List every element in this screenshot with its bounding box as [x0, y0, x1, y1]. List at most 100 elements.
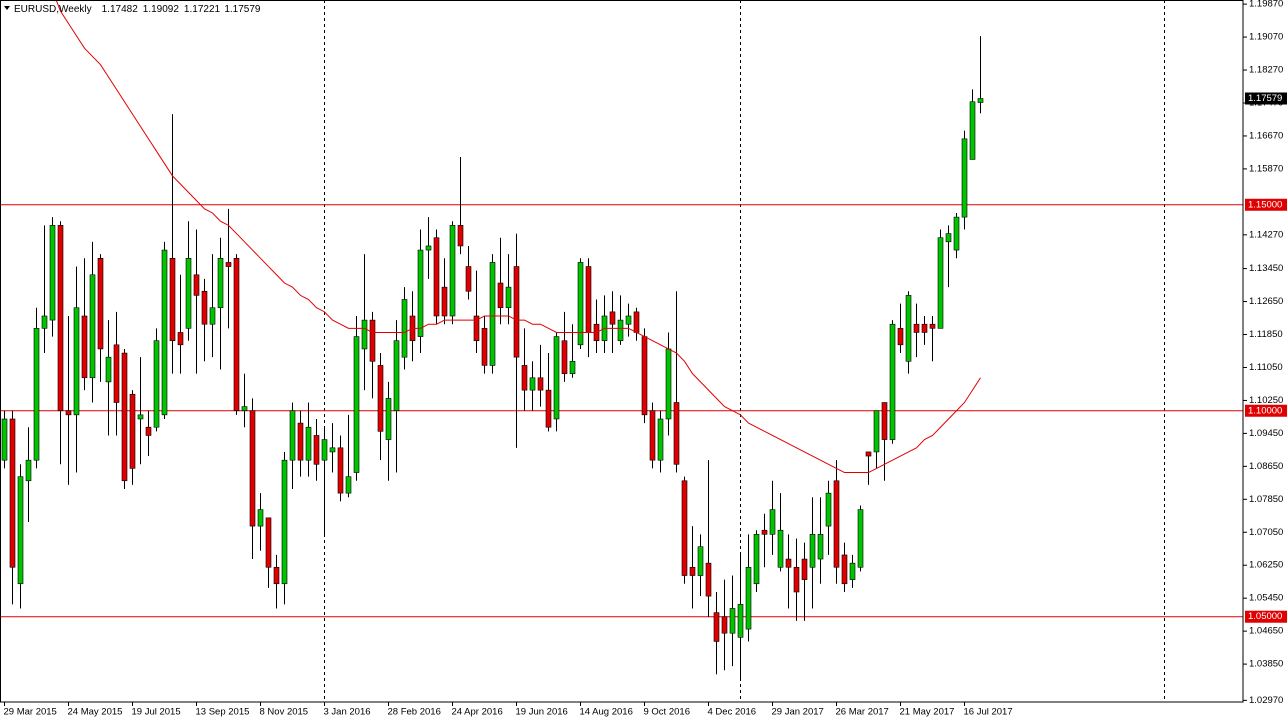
- candle-body: [569, 360, 576, 374]
- candle-body: [865, 451, 872, 457]
- candle-body: [65, 410, 72, 416]
- candle-body: [681, 480, 688, 576]
- x-tick-label: 29 Jan 2017: [772, 707, 824, 718]
- x-tick-label: 4 Dec 2016: [708, 707, 757, 718]
- candle-body: [49, 225, 56, 321]
- candle-body: [825, 492, 832, 527]
- candle-body: [913, 323, 920, 333]
- candle-body: [705, 562, 712, 597]
- y-tick-label: 1.12650: [1249, 296, 1283, 307]
- candle-body: [233, 258, 240, 412]
- candle-body: [529, 377, 536, 391]
- candle-body: [521, 365, 528, 391]
- candle-body: [1, 418, 8, 461]
- candle-body: [177, 332, 184, 346]
- candle-body: [881, 402, 888, 440]
- candle-body: [729, 608, 736, 634]
- candle-body: [145, 426, 152, 436]
- y-tick-label: 1.16670: [1249, 130, 1283, 141]
- candle-body: [625, 315, 632, 325]
- candle-body: [313, 435, 320, 465]
- candle-body: [657, 418, 664, 461]
- candle-body: [929, 323, 936, 329]
- symbol-title: EURUSD,Weekly: [14, 4, 92, 15]
- candle-body: [97, 258, 104, 350]
- candle-body: [905, 295, 912, 362]
- candle-body: [465, 266, 472, 292]
- x-tick-label: 14 Aug 2016: [580, 707, 633, 718]
- candle-body: [41, 315, 48, 329]
- candle-body: [185, 258, 192, 329]
- candle-body: [217, 258, 224, 309]
- y-tick-label: 1.02970: [1249, 695, 1283, 706]
- y-tick-label: 1.04650: [1249, 626, 1283, 637]
- candle-body: [585, 266, 592, 333]
- price-label-box: [1245, 92, 1287, 105]
- candle-body: [441, 286, 448, 317]
- y-tick-label: 1.13450: [1249, 263, 1283, 274]
- y-tick-label: 1.19070: [1249, 32, 1283, 43]
- y-tick-label: 1.08650: [1249, 461, 1283, 472]
- candle-body: [849, 562, 856, 580]
- candle-body: [633, 311, 640, 333]
- candle-body: [289, 410, 296, 461]
- y-tick-label: 1.06250: [1249, 560, 1283, 571]
- level-label-box: [1245, 610, 1287, 623]
- candle-body: [193, 274, 200, 296]
- candle-body: [393, 340, 400, 412]
- candle-body: [73, 307, 80, 416]
- candle-body: [969, 101, 976, 160]
- x-tick-label: 21 May 2017: [900, 707, 955, 718]
- candle-body: [497, 282, 504, 309]
- candle-body: [265, 517, 272, 568]
- candle-body: [921, 323, 928, 333]
- candle-body: [297, 422, 304, 461]
- candle-body: [617, 319, 624, 342]
- candle-body: [17, 476, 24, 585]
- level-label: 1.05000: [1248, 611, 1282, 622]
- candle-body: [481, 328, 488, 366]
- candle-body: [305, 426, 312, 461]
- candle-body: [753, 534, 760, 585]
- candle-body: [553, 336, 560, 420]
- candle-body: [113, 344, 120, 403]
- x-tick-label: 26 Mar 2017: [836, 707, 889, 718]
- candle-body: [241, 406, 248, 412]
- candle-body: [977, 98, 984, 103]
- candle-body: [321, 439, 328, 461]
- y-tick-label: 1.11850: [1249, 329, 1283, 340]
- level-label-box: [1245, 198, 1287, 211]
- candle-body: [817, 534, 824, 560]
- header-arrow: [4, 6, 10, 10]
- y-tick-label: 1.09450: [1249, 428, 1283, 439]
- x-tick-label: 24 May 2015: [68, 707, 123, 718]
- candle-body: [457, 225, 464, 247]
- candle-body: [713, 612, 720, 642]
- x-tick-label: 24 Apr 2016: [452, 707, 503, 718]
- candle-body: [105, 356, 112, 383]
- candle-body: [745, 566, 752, 630]
- candle-body: [961, 138, 968, 218]
- candle-body: [777, 529, 784, 568]
- y-tick-label: 1.11050: [1249, 362, 1283, 373]
- candle-body: [937, 237, 944, 329]
- x-tick-label: 28 Feb 2016: [388, 707, 441, 718]
- candle-body: [577, 262, 584, 346]
- y-tick-label: 1.14270: [1249, 229, 1283, 240]
- candle-body: [873, 410, 880, 453]
- candle-body: [953, 216, 960, 251]
- candle-body: [281, 459, 288, 585]
- candle-body: [137, 414, 144, 420]
- candle-body: [761, 529, 768, 535]
- level-label: 1.10000: [1248, 405, 1282, 416]
- candle-body: [785, 558, 792, 568]
- candle-body: [945, 233, 952, 243]
- candle-body: [257, 509, 264, 527]
- candle-body: [337, 447, 344, 494]
- candle-body: [273, 566, 280, 585]
- header: EURUSD,Weekly 1.17482 1.19092 1.17221 1.1757…: [14, 4, 261, 15]
- header-low: 1.17221: [184, 4, 221, 15]
- y-tick-label: 1.18270: [1249, 65, 1283, 76]
